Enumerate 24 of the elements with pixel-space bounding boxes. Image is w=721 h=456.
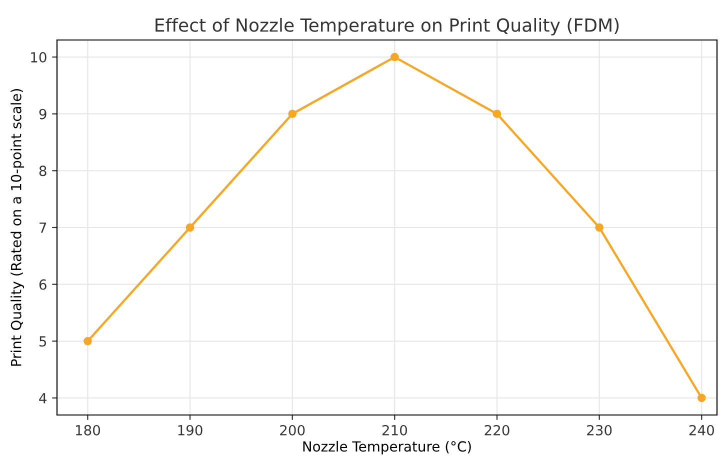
point (595, 223, 604, 232)
x-tick-label: 220 (484, 424, 510, 436)
y-tick-label: 7 (40, 222, 46, 233)
y-tick-label: 6 (39, 279, 46, 290)
x-tick-label: 230 (587, 424, 612, 436)
point (390, 52, 399, 62)
y-tick-label: 10 (31, 52, 46, 63)
x-tick-label: 240 (689, 424, 714, 436)
y-tick-label: 8 (39, 166, 46, 176)
y-tick-label: 5 (40, 336, 46, 347)
point (84, 336, 92, 346)
point (288, 110, 297, 118)
x-tick-label: 190 (178, 424, 202, 436)
chart-title: Effect of Nozzle Temperature on Print Quality (FDM) (156, 18, 619, 36)
x-tick-label: 180 (76, 424, 100, 436)
y-tick-label: 9 (39, 108, 46, 120)
x-axis-title: Nozzle Temperature (°C) (303, 440, 471, 454)
y-tick-label: 4 (39, 393, 46, 404)
x-tick-label: 210 (382, 424, 408, 436)
point (697, 394, 706, 402)
point (186, 223, 194, 232)
x-tick-label: 200 (280, 424, 305, 436)
point (492, 110, 502, 118)
y-axis-title: Print Quality (Rated on a 10-point scale) (10, 89, 24, 366)
